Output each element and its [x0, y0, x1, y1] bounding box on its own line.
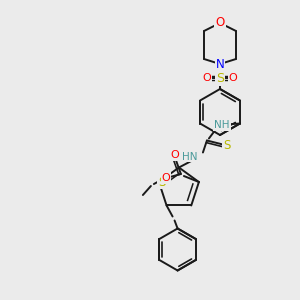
Text: S: S [223, 139, 231, 152]
Text: S: S [158, 176, 166, 188]
Text: O: O [202, 73, 211, 83]
Text: NH: NH [214, 121, 230, 130]
Text: N: N [216, 58, 224, 70]
Text: S: S [216, 71, 224, 85]
Text: O: O [170, 150, 179, 160]
Text: O: O [161, 173, 170, 183]
Text: O: O [229, 73, 237, 83]
Text: HN: HN [182, 152, 198, 161]
Text: O: O [215, 16, 225, 29]
